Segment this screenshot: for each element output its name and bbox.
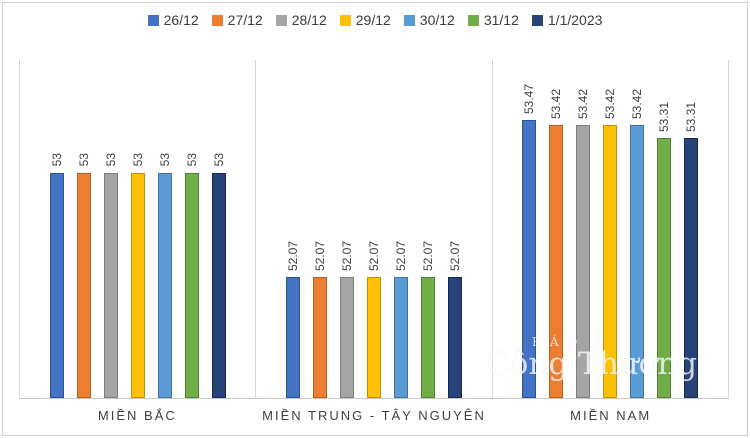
bar-column: 53 [103, 153, 118, 398]
bar [76, 172, 91, 398]
bar-value-label: 53.42 [630, 89, 645, 120]
bar-column: 53 [130, 153, 145, 398]
bar-value-label: 52.07 [312, 241, 327, 272]
bar-value-label: 53 [130, 153, 145, 167]
legend-item: 30/12 [403, 12, 455, 28]
legend-swatch-icon [467, 14, 479, 26]
bar-value-label: 52.07 [366, 241, 381, 272]
bar-value-label: 53 [211, 153, 226, 167]
bar-column: 53.31 [657, 101, 672, 398]
category-axis: MIỀN BẮC MIỀN TRUNG - TÂY NGUYÊN MIỀN NAM [19, 399, 729, 423]
bar-column: 53 [184, 153, 199, 398]
bar [130, 172, 145, 398]
bar-column: 53.42 [576, 89, 591, 398]
bar [49, 172, 64, 398]
legend-item: 27/12 [211, 12, 263, 28]
bar [549, 125, 564, 398]
legend-swatch-icon [339, 14, 351, 26]
bar-column: 53 [76, 153, 91, 398]
bar-column: 53.42 [630, 89, 645, 398]
bar [576, 125, 591, 398]
bar-value-label: 53.31 [684, 101, 699, 132]
bar [630, 125, 645, 398]
legend-label: 28/12 [291, 12, 327, 28]
legend-label: 31/12 [483, 12, 519, 28]
bar [420, 277, 435, 398]
bar-column: 52.07 [312, 241, 327, 398]
bar-value-label: 52.07 [447, 241, 462, 272]
bar [393, 277, 408, 398]
chart-legend: 26/12 27/12 28/12 29/12 30/12 31/12 1/1/2023 [0, 13, 750, 27]
legend-label: 29/12 [355, 12, 391, 28]
legend-label: 1/1/2023 [547, 12, 603, 28]
legend-swatch-icon [275, 14, 287, 26]
legend-swatch-icon [211, 14, 223, 26]
bar [603, 125, 618, 398]
bar-value-label: 52.07 [285, 241, 300, 272]
bar-value-label: 53.42 [549, 89, 564, 120]
bar-value-label: 53.31 [657, 101, 672, 132]
bar [285, 277, 300, 398]
legend-item: 26/12 [147, 12, 199, 28]
category-label: MIỀN BẮC [97, 408, 177, 423]
legend-item: 31/12 [467, 12, 519, 28]
legend-item: 1/1/2023 [531, 12, 603, 28]
category-panel: 53.47 53.42 53.42 53.42 53.42 53.31 53.31 [491, 60, 729, 398]
bar [312, 277, 327, 398]
legend-item: 28/12 [275, 12, 327, 28]
bar [157, 172, 172, 398]
legend-label: 26/12 [163, 12, 199, 28]
bar-column: 52.07 [420, 241, 435, 398]
bar-column: 53.42 [549, 89, 564, 398]
bar-value-label: 52.07 [393, 241, 408, 272]
legend-swatch-icon [403, 14, 415, 26]
bar [184, 172, 199, 398]
bar-column: 53 [211, 153, 226, 398]
bar-value-label: 52.07 [420, 241, 435, 272]
bar-column: 53.31 [684, 101, 699, 398]
bar [339, 277, 354, 398]
category-label: MIỀN TRUNG - TÂY NGUYÊN [262, 408, 486, 423]
bar-value-label: 53.47 [522, 83, 537, 114]
category-panel: 52.07 52.07 52.07 52.07 52.07 52.07 52.07 [255, 60, 491, 398]
bar-value-label: 53 [103, 153, 118, 167]
bar [684, 137, 699, 398]
bar-column: 53.42 [603, 89, 618, 398]
legend-item: 29/12 [339, 12, 391, 28]
bar-column: 53.47 [522, 83, 537, 398]
bar-value-label: 52.07 [339, 241, 354, 272]
legend-label: 30/12 [419, 12, 455, 28]
bar-value-label: 53.42 [576, 89, 591, 120]
bar-column: 52.07 [393, 241, 408, 398]
bar-value-label: 53 [184, 153, 199, 167]
bar-value-label: 53 [49, 153, 64, 167]
plot-area: 53 53 53 53 53 53 53 52.07 52.07 52.07 52.07 52.07 5… [19, 60, 729, 399]
bar-column: 53 [157, 153, 172, 398]
bar-column: 52.07 [366, 241, 381, 398]
bar [211, 172, 226, 398]
bar [366, 277, 381, 398]
bar-column: 52.07 [285, 241, 300, 398]
bar-column: 52.07 [339, 241, 354, 398]
legend-swatch-icon [531, 14, 543, 26]
bar-value-label: 53 [76, 153, 91, 167]
category-panel: 53 53 53 53 53 53 53 [19, 60, 255, 398]
legend-label: 27/12 [227, 12, 263, 28]
bar [657, 137, 672, 398]
legend-swatch-icon [147, 14, 159, 26]
bar-value-label: 53 [157, 153, 172, 167]
bar-value-label: 53.42 [603, 89, 618, 120]
bar [522, 119, 537, 398]
bar [103, 172, 118, 398]
category-label: MIỀN NAM [570, 408, 652, 423]
bar-column: 53 [49, 153, 64, 398]
bar-column: 52.07 [447, 241, 462, 398]
bar [447, 277, 462, 398]
